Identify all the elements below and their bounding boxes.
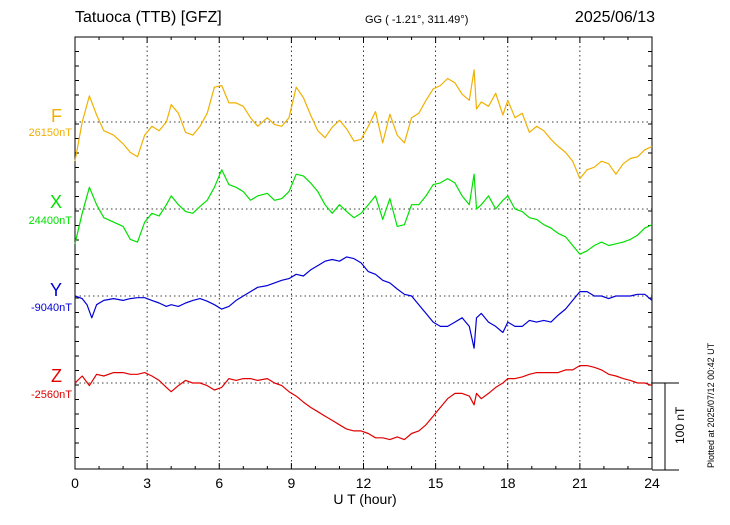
series-label-y: Y — [49, 280, 62, 300]
x-tick-label: 9 — [287, 475, 295, 491]
plotted-timestamp: Plotted at 2025/07/12 00:42 UT — [706, 342, 716, 468]
scale-bar — [652, 382, 679, 471]
x-tick-label: 21 — [572, 475, 588, 491]
baseline-label-f: 26150nT — [28, 127, 72, 139]
x-tick-label: 18 — [500, 475, 516, 491]
coordinates-label: GG ( -1.21°, 311.49°) — [365, 14, 469, 26]
x-axis-label: U T (hour) — [333, 491, 397, 507]
series-line-x — [74, 169, 653, 255]
series-line-f — [74, 69, 653, 180]
baseline-label-z: -2560nT — [31, 389, 72, 401]
series-line-y — [74, 256, 653, 349]
date-label: 2025/06/13 — [574, 9, 655, 26]
x-tick-label: 15 — [428, 475, 444, 491]
series-lines — [74, 69, 653, 441]
x-tick-label: 6 — [215, 475, 223, 491]
scale-bar-label: 100 nT — [673, 406, 687, 444]
baseline-label-y: -9040nT — [31, 302, 72, 314]
series-label-x: X — [49, 192, 62, 212]
x-tick-labels: 0 3 6 9 12 15 18 21 24 — [71, 475, 660, 491]
grid-lines — [75, 37, 652, 469]
x-tick-label: 24 — [644, 475, 660, 491]
x-tick-label: 3 — [143, 475, 151, 491]
baseline-label-x: 24400nT — [28, 215, 72, 227]
x-tick-label: 0 — [71, 475, 79, 491]
axis-ticks — [74, 37, 653, 469]
series-line-z — [74, 365, 653, 441]
series-label-f: F — [51, 106, 62, 126]
x-tick-label: 12 — [356, 475, 372, 491]
series-label-z: Z — [51, 366, 62, 386]
station-title: Tatuoca (TTB) [GFZ] — [75, 9, 222, 26]
